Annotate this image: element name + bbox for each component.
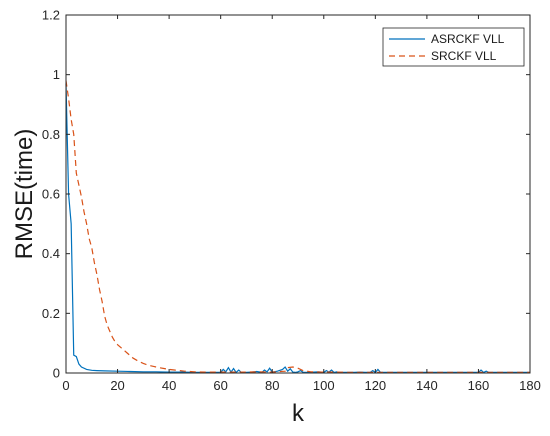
y-tick-label: 1.2	[42, 8, 60, 23]
y-tick-label: 0.4	[42, 246, 60, 261]
y-tick-label: 0	[53, 366, 60, 381]
y-tick-label: 0.6	[42, 187, 60, 202]
x-tick-label: 0	[62, 378, 69, 393]
x-tick-label: 100	[313, 378, 335, 393]
y-tick-label: 0.8	[42, 127, 60, 142]
y-tick-label: 0.2	[42, 306, 60, 321]
x-tick-label: 140	[416, 378, 438, 393]
series-line-srckf	[65, 80, 530, 373]
legend: ASRCKF VLL SRCKF VLL	[382, 27, 525, 67]
x-tick-label: 20	[110, 378, 124, 393]
x-tick-label: 80	[265, 378, 279, 393]
y-axis-ticks: 0 0.2 0.4 0.6 0.8 1 1.2	[42, 8, 530, 381]
y-axis-label: RMSE(time)	[11, 129, 38, 260]
x-tick-label: 60	[213, 378, 227, 393]
legend-box	[382, 27, 525, 67]
y-tick-label: 1	[53, 67, 60, 82]
x-tick-label: 160	[468, 378, 490, 393]
x-axis-label: k	[292, 400, 305, 427]
x-tick-label: 180	[519, 378, 541, 393]
legend-label-asrckf: ASRCKF VLL	[431, 32, 505, 46]
x-tick-label: 120	[364, 378, 386, 393]
series-layer	[65, 80, 530, 374]
x-axis-ticks: 0 20 40 60 80 100 120 140 160 180	[62, 15, 541, 393]
legend-label-srckf: SRCKF VLL	[431, 49, 497, 63]
x-tick-label: 40	[162, 378, 176, 393]
